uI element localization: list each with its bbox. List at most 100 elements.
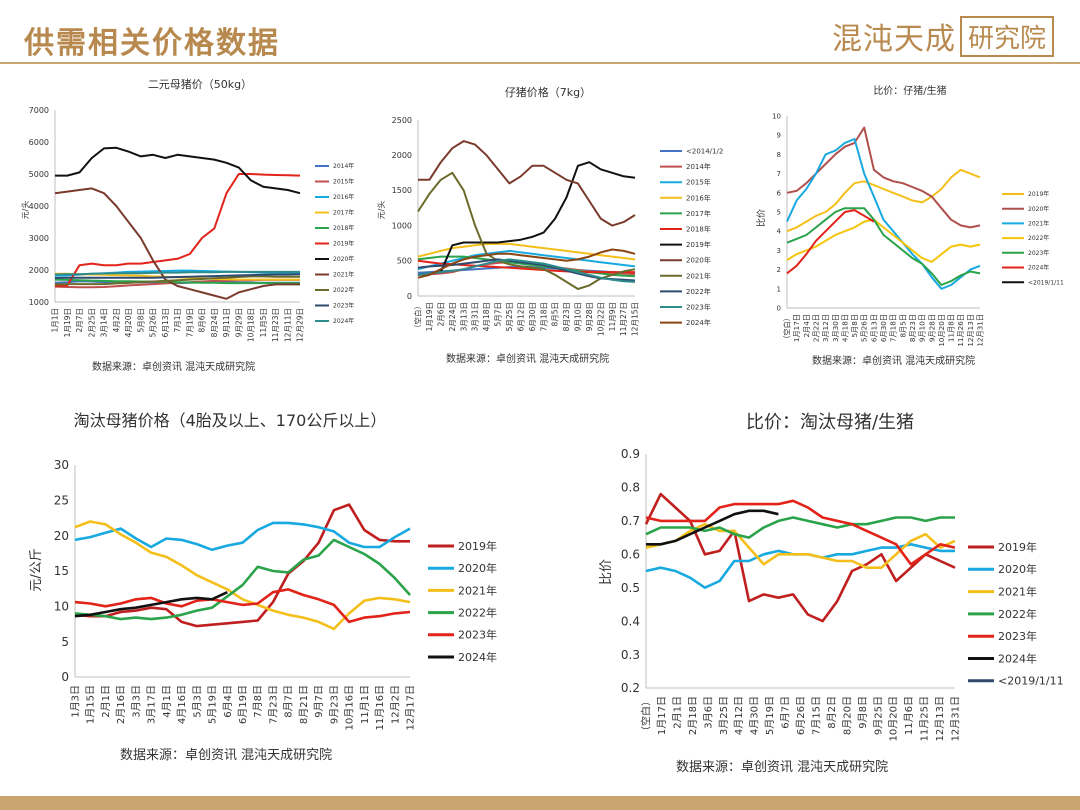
y-tick-label: 0.9	[621, 447, 640, 461]
chart-title: 比价：淘汰母猪/生猪	[746, 412, 914, 433]
legend-label: 2017年	[686, 209, 711, 218]
legend-label: 2024年	[1028, 264, 1049, 272]
x-tick-label: 2月18日	[687, 696, 699, 735]
legend-label: 2021年	[458, 583, 497, 597]
y-tick-label: 0.7	[621, 514, 640, 528]
x-tick-label: 11月25日	[919, 696, 931, 741]
x-tick-label: 5月19日	[764, 696, 776, 735]
series-line	[786, 168, 981, 233]
x-tick-label: 9月8日	[857, 696, 869, 729]
x-tick-label: 12月31日	[950, 696, 962, 741]
y-tick-label: 0.6	[621, 547, 640, 561]
x-tick-label: 9月28日	[585, 302, 594, 331]
y-tick-label: 3	[777, 247, 781, 255]
header-divider	[0, 62, 1080, 64]
x-tick-label: 2月16日	[115, 685, 127, 724]
x-tick-label: 11月5日	[259, 308, 268, 337]
x-tick-label: 11月8日	[947, 314, 956, 342]
legend-label: 2023年	[998, 629, 1037, 643]
legend-label: 2020年	[998, 562, 1037, 576]
legend-label: 2022年	[458, 605, 497, 619]
legend-label: 2021年	[1028, 220, 1049, 228]
x-tick-label: 8月21日	[298, 685, 310, 724]
legend-label: 2021年	[998, 584, 1037, 598]
series-line	[786, 126, 981, 229]
x-tick-label: （空白）	[783, 314, 792, 343]
x-tick-label: 9月28日	[927, 314, 936, 342]
legend-label: 2019年	[333, 240, 354, 248]
series-line	[74, 520, 411, 631]
series-line	[417, 255, 636, 278]
legend-label: 2017年	[333, 209, 354, 217]
series-line	[418, 140, 636, 227]
legend-label: <2019/1/11	[998, 675, 1064, 688]
x-tick-label: 9月29日	[234, 308, 243, 337]
chart-source: 数据来源：卓创资讯 混沌天成研究院	[676, 760, 889, 775]
x-tick-label: 11月1日	[359, 685, 371, 724]
y-tick-label: 0.2	[621, 681, 640, 695]
y-axis-label: 元/公斤	[29, 548, 44, 591]
x-tick-label: 3月3日	[130, 685, 142, 718]
y-tick-label: 2000	[392, 151, 412, 160]
x-tick-label: 4月30日	[749, 696, 761, 735]
x-tick-label: 1月17日	[792, 314, 801, 342]
brand-suffix: 研究院	[959, 15, 1054, 57]
series-line	[786, 218, 981, 263]
x-tick-label: 5月26日	[860, 314, 869, 342]
y-tick-label: 2000	[29, 266, 49, 275]
x-tick-label: 7月23日	[267, 685, 279, 724]
y-tick-label: 10	[772, 112, 781, 120]
brand-name: 混沌天成	[831, 22, 956, 57]
x-tick-label: 4月2日	[112, 308, 121, 333]
series-line	[74, 538, 411, 621]
x-tick-label: 7月8日	[252, 685, 264, 718]
x-tick-label: 8月2日	[826, 696, 838, 729]
x-tick-label: 9月11日	[222, 308, 231, 337]
legend-label: 2024年	[998, 651, 1037, 665]
x-tick-label: 5月19日	[207, 685, 219, 724]
y-tick-label: 6	[777, 189, 782, 197]
x-tick-label: 7月1日	[173, 308, 182, 333]
x-tick-label: 8月5日	[898, 314, 907, 338]
x-tick-label: 5月26日	[149, 308, 158, 337]
legend-label: 2018年	[333, 224, 354, 232]
x-tick-label: 9月23日	[328, 685, 340, 724]
x-tick-label: 9月10日	[918, 314, 927, 342]
y-tick-label: 7	[777, 170, 781, 178]
y-axis-label: 元/头	[20, 201, 30, 220]
x-tick-label: 3月17日	[146, 685, 158, 724]
y-tick-label: 30	[54, 458, 69, 472]
y-tick-label: 0.4	[621, 614, 640, 628]
series-line	[645, 543, 955, 589]
y-tick-label: 500	[397, 257, 412, 266]
series-line	[417, 161, 636, 276]
legend-label: 2022年	[333, 286, 354, 294]
x-tick-label: 2月25日	[87, 308, 96, 337]
series-line	[54, 273, 301, 279]
y-tick-label: 5000	[29, 170, 49, 179]
x-tick-label: （空白）	[413, 302, 423, 332]
legend-label: 2016年	[333, 193, 354, 201]
series-line	[786, 138, 981, 290]
y-tick-label: 0.5	[621, 581, 640, 595]
x-tick-label: 3月25日	[718, 696, 730, 735]
x-tick-label: 12月31日	[976, 314, 985, 347]
legend-label: 2021年	[333, 271, 354, 279]
footer-bar	[0, 796, 1080, 810]
x-tick-label: 10月22日	[596, 302, 605, 336]
x-tick-label: 7月19日	[185, 308, 194, 337]
y-tick-label: 15	[54, 564, 69, 578]
series-line	[74, 521, 411, 552]
y-tick-label: 2500	[392, 116, 412, 125]
legend-label: 2020年	[686, 256, 711, 265]
y-tick-label: 4	[777, 228, 782, 236]
x-tick-label: 2月1日	[100, 685, 112, 718]
y-tick-label: 25	[54, 494, 69, 508]
series-line	[74, 591, 228, 618]
legend-label: 2023年	[1028, 249, 1049, 257]
x-tick-label: 12月13日	[934, 696, 946, 741]
legend-label: 2019年	[686, 240, 711, 249]
legend-label: 2019年	[998, 540, 1037, 554]
series-line	[646, 509, 779, 546]
x-tick-label: 8月5日	[551, 302, 560, 327]
